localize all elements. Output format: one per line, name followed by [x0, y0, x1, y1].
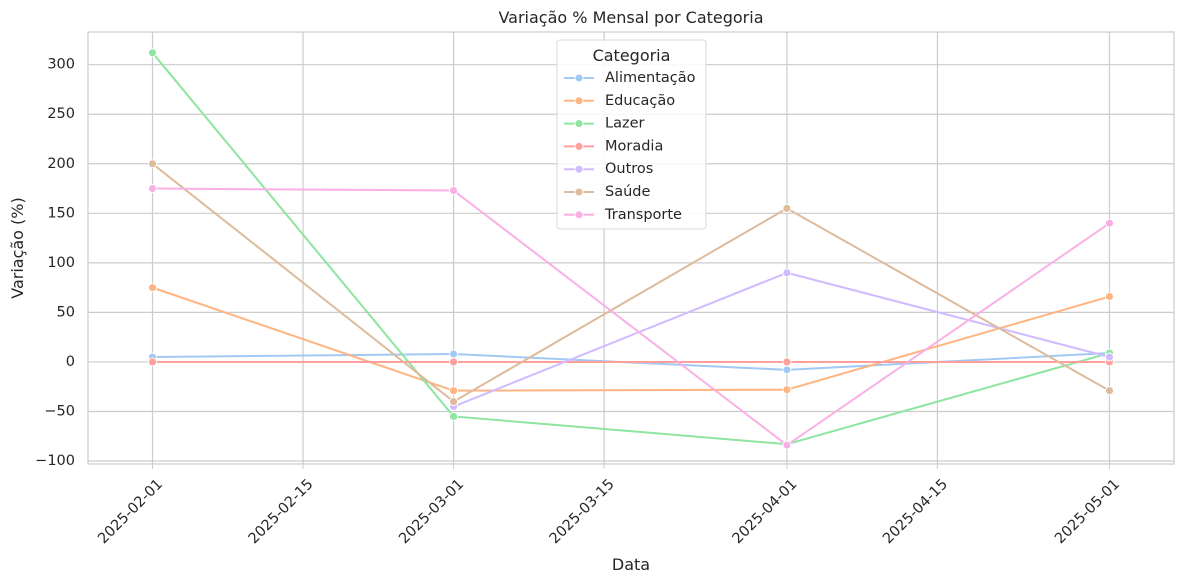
- data-point: [449, 411, 459, 421]
- x-axis-label: Data: [612, 555, 650, 574]
- y-tick-label: 50: [57, 304, 75, 320]
- series-layer: [148, 48, 1114, 450]
- plot-frame: [87, 31, 1175, 465]
- legend-label: Alimentação: [605, 70, 696, 86]
- legend-swatch-marker: [574, 119, 584, 129]
- data-point: [148, 48, 157, 58]
- data-point: [449, 349, 459, 359]
- y-tick-label: 100: [47, 255, 75, 271]
- y-tick-label: −100: [35, 453, 75, 469]
- data-point: [449, 386, 459, 396]
- data-point: [449, 397, 459, 407]
- data-point: [782, 268, 792, 278]
- legend-label: Lazer: [605, 116, 644, 132]
- legend-label: Moradia: [605, 138, 663, 154]
- data-point: [449, 186, 459, 195]
- legend-swatch-marker: [574, 73, 584, 83]
- series-5: [148, 159, 1114, 407]
- series-line: [151, 52, 1110, 446]
- legend-label: Educação: [605, 93, 675, 109]
- y-tick-label: 250: [47, 106, 75, 122]
- y-tick-labels: −100 −50 0 50 100 150 200 250 300: [35, 57, 75, 469]
- legend-label: Transporte: [604, 207, 682, 223]
- data-point: [782, 365, 792, 375]
- y-axis-label: Variação (%): [8, 197, 27, 299]
- data-point: [148, 357, 157, 367]
- legend-item: Transporte: [564, 207, 682, 223]
- y-tick-label: 0: [66, 354, 75, 370]
- series-line: [152, 286, 1110, 392]
- legend-item: Alimentação: [564, 70, 696, 86]
- legend-swatch-marker: [574, 210, 584, 220]
- x-gridlines: [151, 32, 1111, 469]
- series-line: [152, 187, 1111, 447]
- data-point: [782, 357, 792, 367]
- data-point: [782, 385, 792, 395]
- chart-title: Variação % Mensal por Categoria: [498, 8, 763, 27]
- legend-label: Saúde: [605, 184, 650, 200]
- legend-box: [556, 39, 707, 230]
- series-6: [148, 184, 1114, 450]
- legend-swatch-marker: [574, 141, 584, 151]
- data-point: [1105, 292, 1114, 302]
- legend-label: Outros: [605, 161, 653, 177]
- legend-item: Educação: [564, 93, 675, 109]
- data-point: [1105, 352, 1114, 362]
- y-tick-label: −50: [44, 403, 75, 419]
- data-point: [1105, 386, 1114, 396]
- data-point: [782, 203, 792, 213]
- series-line: [151, 162, 1110, 403]
- y-tick-label: 150: [47, 205, 75, 221]
- data-point: [449, 357, 459, 367]
- legend-title: Categoria: [593, 46, 671, 65]
- legend-swatch-marker: [574, 164, 584, 174]
- y-tick-label: 300: [47, 57, 75, 73]
- legend-item: Lazer: [564, 116, 644, 132]
- legend-items: Alimentação Educação Lazer Moradia Outros Saú…: [564, 70, 696, 223]
- y-tick-label: 200: [47, 156, 75, 172]
- data-point: [782, 440, 792, 450]
- data-point: [148, 184, 157, 194]
- data-point: [148, 283, 157, 293]
- legend-item: Moradia: [564, 138, 663, 154]
- legend-swatch-marker: [574, 96, 584, 106]
- legend-item: Outros: [564, 161, 653, 177]
- legend: Categoria Alimentação Educação Lazer Moradi…: [556, 39, 707, 230]
- legend-swatch-marker: [574, 187, 584, 197]
- data-point: [1105, 218, 1114, 228]
- legend-item: Saúde: [564, 184, 650, 200]
- series-1: [148, 283, 1114, 396]
- data-point: [148, 159, 157, 169]
